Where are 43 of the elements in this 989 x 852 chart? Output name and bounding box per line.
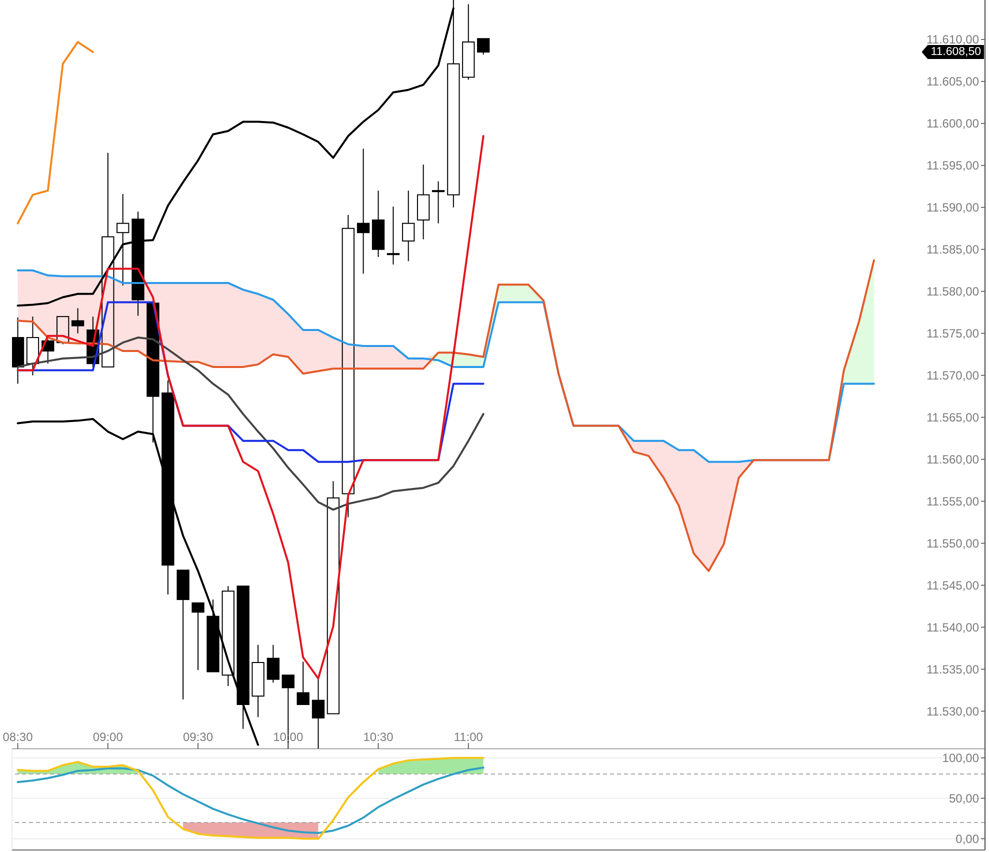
y-tick-label: 11.535,00	[926, 662, 980, 676]
x-tick-label: 08:30	[2, 730, 34, 744]
y-tick-label: 11.555,00	[926, 494, 980, 509]
candlestick	[356, 148, 370, 274]
annotation: 11.608,50	[930, 46, 981, 58]
y-tick-label: 11.540,00	[926, 620, 980, 635]
y-tick-label: 11.530,00	[926, 704, 980, 718]
y-tick-label: 11.565,00	[926, 410, 980, 425]
candlestick	[252, 644, 264, 718]
candlestick	[386, 206, 400, 265]
y-tick-label: 50,00	[948, 792, 980, 806]
y-tick-label: 11.560,00	[926, 452, 980, 467]
line-series	[16, 40, 94, 224]
y-tick-label: 0,00	[956, 832, 980, 846]
candlestick	[312, 678, 325, 749]
candlestick	[372, 190, 385, 258]
candlestick	[417, 164, 430, 240]
x-tick-label: 10:30	[363, 730, 394, 744]
y-tick-label: 100,00	[942, 751, 980, 766]
candlestick	[71, 308, 84, 334]
x-tick-label: 11:00	[454, 730, 484, 744]
y-tick-label: 11.570,00	[926, 368, 980, 383]
y-tick-label: 11.600,00	[926, 116, 980, 131]
y-tick-label: 11.595,00	[926, 158, 980, 173]
y-tick-label: 11.580,00	[926, 284, 980, 299]
candlestick	[402, 190, 415, 262]
candlestick	[12, 316, 24, 384]
y-tick-label: 11.575,00	[926, 326, 980, 341]
candlestick	[432, 180, 445, 224]
y-tick-label: 11.550,00	[926, 536, 980, 551]
line-series	[16, 135, 484, 680]
candlestick	[26, 316, 40, 376]
candlestick	[222, 586, 234, 687]
line-series	[16, 766, 484, 834]
candlestick	[116, 193, 130, 286]
y-tick-label: 11.590,00	[926, 200, 980, 215]
y-tick-label: 11.545,00	[926, 578, 980, 593]
y-tick-label: 11.610,00	[926, 32, 980, 47]
x-tick-label: 09:00	[92, 730, 124, 744]
y-tick-label: 11.605,00	[926, 74, 980, 89]
x-tick-label: 09:30	[183, 730, 214, 744]
price-tag: 11.608,50	[922, 45, 984, 60]
y-tick-label: 11.585,00	[926, 242, 980, 257]
